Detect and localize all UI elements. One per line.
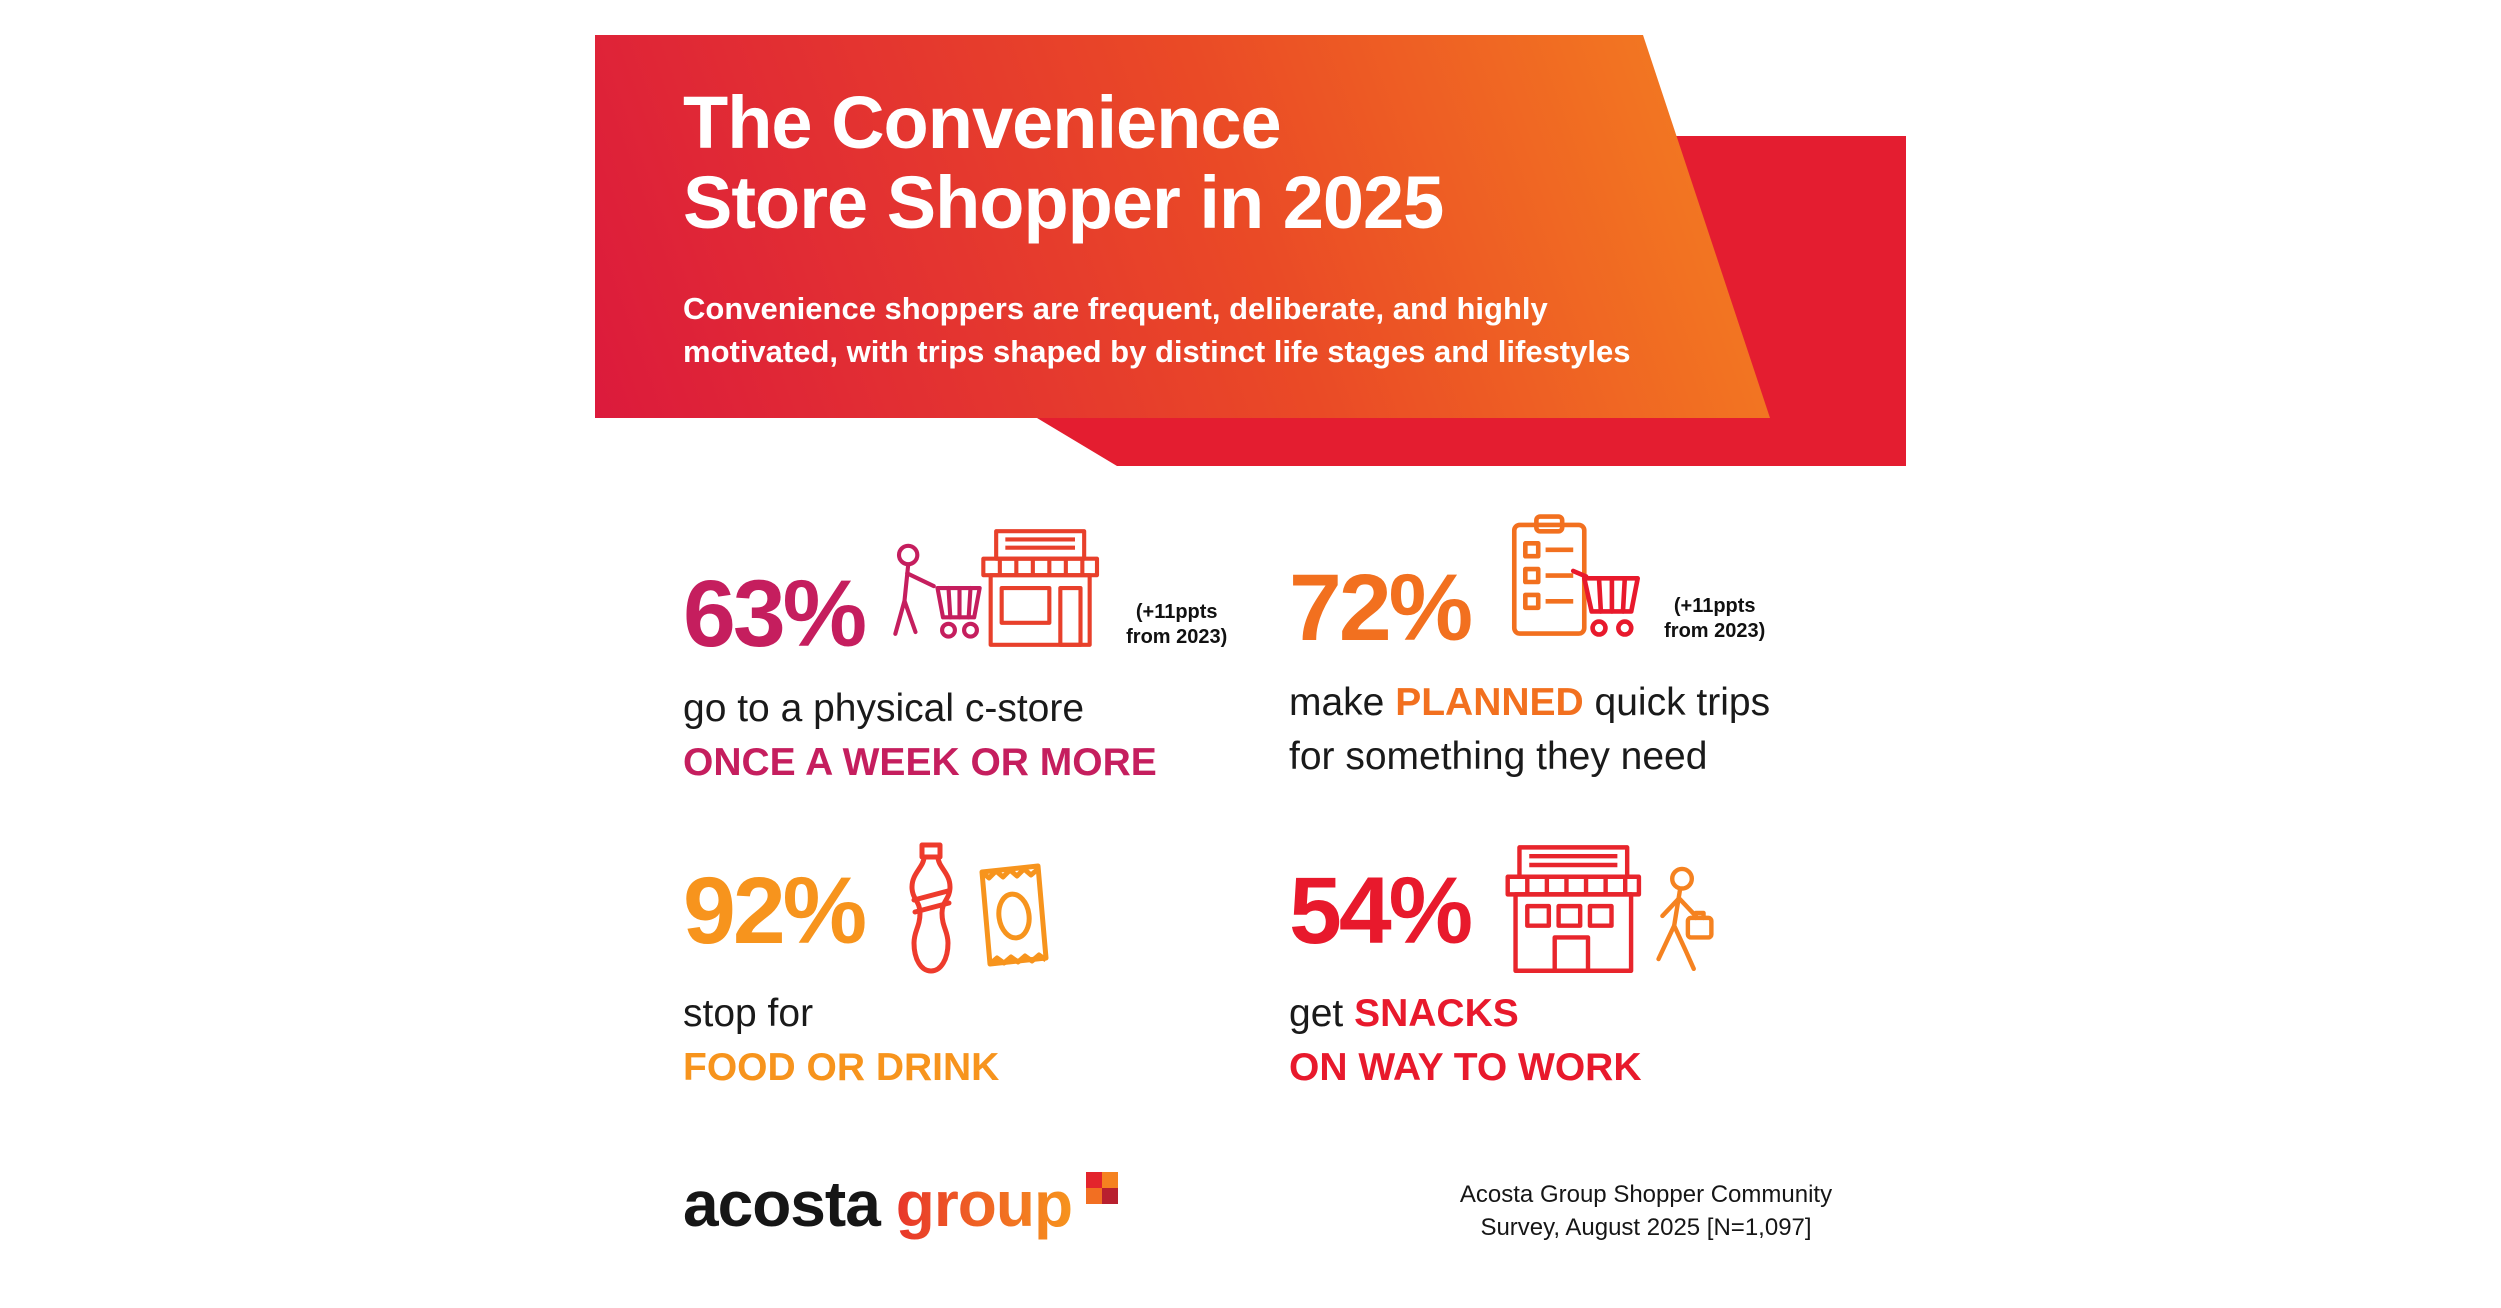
stat-desc-line1: get SNACKS [1289,987,1949,1041]
stat-description: stop for FOOD OR DRINK [683,987,1323,1095]
soda-bottle-outline [909,842,953,974]
stat-food-or-drink: 92% stop for FOOD OR DRINK [683,840,1323,1095]
stat-description: make PLANNED quick trips for something t… [1289,676,1949,784]
stat-desc-line1: go to a physical c-store [683,687,1085,730]
storefront-outline [981,529,1100,647]
stat-desc-line2: for something they need [1289,735,1708,778]
desc-post: quick trips [1583,681,1771,724]
page-title: The Convenience Store Shopper in 2025 [683,81,1770,244]
stat-value: 63% [683,560,867,667]
page-title-line2: Store Shopper in 2025 [683,161,1444,244]
cart-outline [1571,568,1641,637]
acosta-group-logo: acosta group [683,1168,1119,1240]
stat-value-row: 63% [683,518,1323,667]
snack-bag-outline [979,863,1049,967]
bottle-snack-bag-icon [909,842,1049,974]
stat-desc-line2: FOOD OR DRINK [683,1046,1000,1089]
stat-note: (+11ppts from 2023) [1126,600,1227,650]
checklist-cart-icon [1512,514,1641,637]
source-citation: Acosta Group Shopper Community Survey, A… [1396,1178,1896,1244]
stat-note-line2: from 2023) [1664,620,1766,642]
stat-note: (+11ppts from 2023) [1664,594,1765,644]
storefront-commuter-icon [1505,845,1714,973]
source-line2: Survey, August 2025 [N=1,097] [1480,1214,1812,1241]
stat-value-row: 92% [683,840,1323,985]
page-subtitle-line2: motivated, with trips shaped by distinct… [683,334,1631,369]
logo-pixel-mark-icon [1086,1172,1119,1204]
stat-value-row: 72% [1289,512,1949,661]
stat-value-row: 54% [1289,840,1949,985]
stat-value: 54% [1289,857,1473,964]
stat-note-line2: from 2023) [1126,626,1228,648]
stat-description: get SNACKS ON WAY TO WORK [1289,987,1949,1095]
stat-value: 72% [1289,554,1473,661]
commuter-with-bag-outline [1656,866,1714,972]
desc-emphasis: SNACKS [1354,992,1519,1035]
stat-desc-line1: stop for [683,992,814,1035]
source-line1: Acosta Group Shopper Community [1459,1181,1833,1208]
stat-description: go to a physical c-store ONCE A WEEK OR … [683,682,1323,790]
stat-desc-line2: ON WAY TO WORK [1289,1046,1642,1089]
storefront-outline [1505,845,1642,973]
checklist-outline [1512,514,1587,636]
page-title-line1: The Convenience [683,81,1282,164]
stat-desc-line1: make PLANNED quick trips [1289,676,1949,730]
desc-pre: get [1289,992,1355,1035]
stat-physical-cstore: 63% [683,518,1323,790]
stat-planned-quick-trips: 72% [1289,512,1949,784]
shopper-with-cart-outline [893,543,982,639]
desc-emphasis: PLANNED [1395,681,1584,724]
stat-note-line1: (+11ppts [1673,595,1756,617]
stat-desc-line2: ONCE A WEEK OR MORE [683,741,1157,784]
header-banner: The Convenience Store Shopper in 2025 Co… [595,35,1770,418]
stat-value: 92% [683,857,867,964]
desc-pre: make [1289,681,1396,724]
stat-snacks-on-way-to-work: 54% [1289,840,1949,1095]
logo-word-group: group [895,1168,1073,1240]
stat-note-line1: (+11ppts [1135,601,1218,623]
page-subtitle-line1: Convenience shoppers are frequent, delib… [683,291,1548,326]
shopper-cart-storefront-icon [893,529,1100,647]
page-subtitle: Convenience shoppers are frequent, delib… [683,287,1770,373]
logo-word-acosta: acosta [683,1168,881,1240]
